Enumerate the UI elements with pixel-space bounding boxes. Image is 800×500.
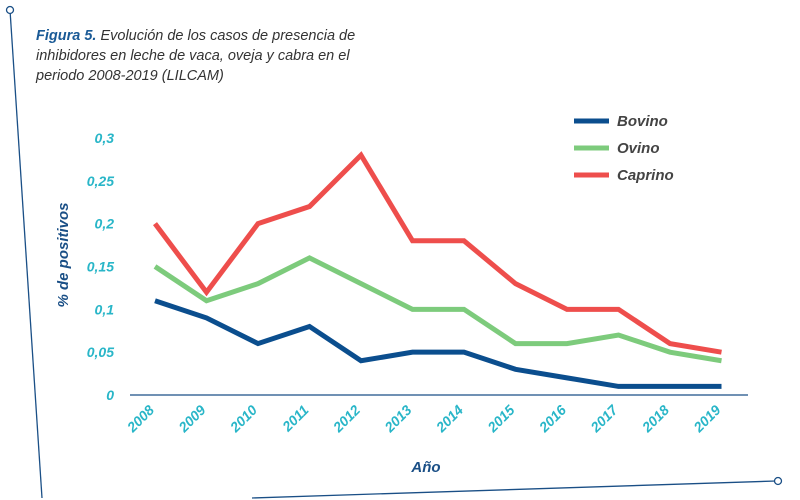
figure-label: Figura 5. — [36, 28, 97, 44]
series-line-bovino — [154, 298, 722, 389]
y-tick-label: 0,3 — [95, 130, 115, 146]
frame-bottom-line — [251, 480, 777, 499]
series-line-ovino — [153, 255, 722, 364]
figure-caption: Figura 5. Evolución de los casos de pres… — [36, 26, 396, 86]
x-tick-label: 2011 — [278, 402, 311, 435]
y-tick-label: 0,2 — [95, 216, 115, 232]
y-tick-label: 0,1 — [95, 301, 115, 317]
legend-label-bovino: Bovino — [617, 113, 668, 130]
x-tick-label: 2009 — [175, 402, 209, 436]
legend-label-caprino: Caprino — [617, 167, 674, 184]
x-tick-label: 2017 — [587, 401, 622, 436]
x-tick-label: 2013 — [381, 402, 415, 436]
y-tick-label: 0,25 — [87, 173, 114, 189]
x-tick-label: 2012 — [329, 402, 363, 436]
x-tick-label: 2010 — [226, 402, 260, 436]
y-axis-title: % de positivos — [55, 202, 72, 307]
frame-top-dot — [5, 5, 15, 15]
x-tick-label: 2015 — [484, 402, 518, 436]
y-tick-label: 0,15 — [87, 259, 114, 275]
y-tick-label: 0 — [106, 387, 114, 403]
series-line-caprino — [153, 151, 722, 355]
x-tick-label: 2014 — [432, 402, 466, 436]
x-tick-label: 2018 — [638, 402, 672, 436]
x-tick-label: 2008 — [123, 402, 157, 436]
legend-label-ovino: Ovino — [617, 140, 660, 157]
x-axis-title: Año — [410, 459, 440, 476]
frame-right-dot — [773, 476, 783, 486]
x-tick-label: 2016 — [535, 402, 569, 436]
y-tick-label: 0,05 — [87, 344, 114, 360]
figure-caption-text: Evolución de los casos de presencia de i… — [36, 28, 356, 84]
x-tick-label: 2019 — [690, 402, 724, 436]
frame-left-line — [9, 9, 43, 499]
